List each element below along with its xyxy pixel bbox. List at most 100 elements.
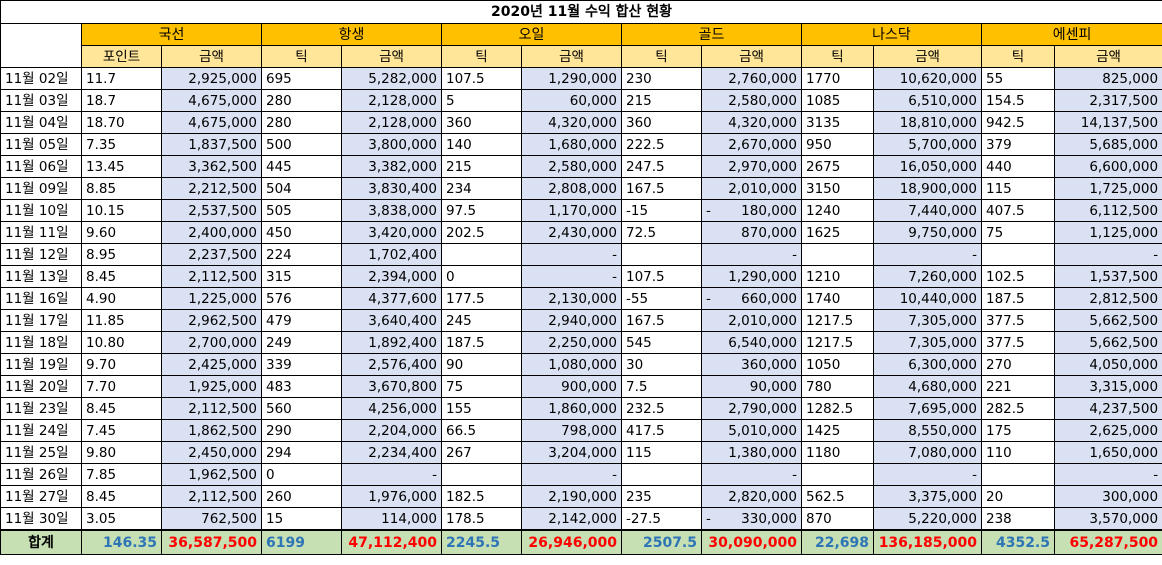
- point-cell: 66.5: [441, 419, 522, 442]
- date-cell: 11월 16일: [0, 287, 82, 310]
- point-cell: 7.45: [81, 419, 162, 442]
- amount-value: 4,256,000: [368, 400, 437, 417]
- amount-value: 2,970,000: [728, 158, 797, 175]
- amount-cell: 2,212,500: [161, 177, 262, 200]
- date-cell: 11월 27일: [0, 485, 82, 508]
- amount-value: 7,305,000: [908, 312, 977, 329]
- amount-value: 2,625,000: [1089, 422, 1159, 439]
- amount-cell: 6,112,500: [1053, 199, 1162, 222]
- total-point-cell: 2245.5: [441, 529, 522, 555]
- amount-value: 5,662,500: [1089, 312, 1159, 329]
- point-cell: 115: [981, 177, 1055, 200]
- amount-cell: 7,305,000: [873, 331, 982, 354]
- point-cell: 445: [261, 155, 342, 178]
- sub-header-row: 포인트 금액 틱 금액 틱 금액 틱 금액 틱 금액 틱 금액: [1, 45, 1162, 68]
- amount-value: 2,128,000: [368, 92, 437, 109]
- amount-value: -: [1153, 246, 1159, 263]
- amount-cell: 1,680,000: [521, 133, 622, 156]
- point-cell: 780: [801, 375, 874, 398]
- amount-value: 2,190,000: [548, 488, 617, 505]
- amount-cell: 4,256,000: [341, 397, 442, 420]
- amount-cell: 1,290,000: [701, 265, 802, 288]
- amount-cell: 825,000: [1053, 67, 1162, 90]
- date-cell: 11월 20일: [0, 375, 82, 398]
- date-cell: 11월 18일: [0, 331, 82, 354]
- amount-cell: 2,820,000: [701, 485, 802, 508]
- point-cell: 230: [621, 67, 702, 90]
- amount-cell: 7,260,000: [873, 265, 982, 288]
- amount-value: 1,225,000: [188, 290, 257, 307]
- point-cell: 1740: [801, 287, 874, 310]
- group-header: 나스닥: [801, 23, 982, 46]
- point-cell: 1625: [801, 221, 874, 244]
- amount-value: 798,000: [561, 422, 617, 439]
- table-row: 11월 30일 3.05 762,500 15 114,000 178.5 2,142,00…: [0, 507, 1162, 531]
- table-row: 11월 19일 9.70 2,425,000 339 2,576,400 90 1,080,…: [0, 353, 1162, 376]
- amount-value: 4,050,000: [1089, 356, 1159, 373]
- amount-cell: 1,125,000: [1053, 221, 1162, 244]
- amount-value: 9,750,000: [908, 224, 977, 241]
- amount-cell: 4,320,000: [521, 111, 622, 134]
- point-cell: 15: [261, 507, 342, 531]
- amount-value: 2,450,000: [188, 444, 257, 461]
- group-header-row: 국선 항생 오일 골드 나스닥 에센피: [0, 23, 1162, 68]
- amount-value: 360,000: [741, 356, 797, 373]
- point-cell: 7.85: [81, 463, 162, 486]
- point-cell: 294: [261, 441, 342, 464]
- point-cell: 2675: [801, 155, 874, 178]
- table-row: 11월 20일 7.70 1,925,000 483 3,670,800 75 900,00…: [0, 375, 1162, 398]
- amount-value: 6,300,000: [908, 356, 977, 373]
- point-cell: 224: [261, 243, 342, 266]
- point-cell: 10.15: [81, 199, 162, 222]
- table-row: 11월 03일 18.7 4,675,000 280 2,128,000 5 60,000 2…: [0, 89, 1162, 112]
- point-cell: [801, 463, 874, 486]
- point-cell: 110: [981, 441, 1055, 464]
- amount-cell: 90,000: [701, 375, 802, 398]
- amount-cell: 16,050,000: [873, 155, 982, 178]
- amount-value: 4,320,000: [728, 114, 797, 131]
- amount-value: 1,892,400: [368, 334, 437, 351]
- amount-cell: 1,860,000: [521, 397, 622, 420]
- date-cell: 11월 23일: [0, 397, 82, 420]
- amount-value: 2,962,500: [188, 312, 257, 329]
- amount-cell: 8,550,000: [873, 419, 982, 442]
- column-header: 틱: [801, 45, 874, 68]
- amount-cell: 6,540,000: [701, 331, 802, 354]
- amount-cell: 18,810,000: [873, 111, 982, 134]
- point-cell: [981, 463, 1055, 486]
- amount-cell: 2,670,000: [701, 133, 802, 156]
- amount-cell: 4,050,000: [1053, 353, 1162, 376]
- amount-value: 2,670,000: [728, 136, 797, 153]
- point-cell: -55: [621, 287, 702, 310]
- point-cell: 90: [441, 353, 522, 376]
- date-cell: 11월 24일: [0, 419, 82, 442]
- amount-cell: 5,662,500: [1053, 331, 1162, 354]
- amount-cell: 10,440,000: [873, 287, 982, 310]
- table-row: 11월 11일 9.60 2,400,000 450 3,420,000 202.5 2,4…: [0, 221, 1162, 244]
- amount-value: 900,000: [561, 378, 617, 395]
- date-cell: 11월 04일: [0, 111, 82, 134]
- amount-value: 3,830,400: [368, 180, 437, 197]
- amount-cell: 2,790,000: [701, 397, 802, 420]
- total-label: 합계: [0, 529, 82, 555]
- amount-cell: 2,625,000: [1053, 419, 1162, 442]
- amount-cell: 3,838,000: [341, 199, 442, 222]
- amount-cell: - 330,000: [701, 507, 802, 531]
- amount-value: 2,112,500: [188, 268, 257, 285]
- amount-value: 7,260,000: [908, 268, 977, 285]
- table-row: 11월 25일 9.80 2,450,000 294 2,234,400 267 3,204…: [0, 441, 1162, 464]
- amount-cell: 5,220,000: [873, 507, 982, 531]
- total-amount-cell: 36,587,500: [161, 529, 262, 555]
- amount-cell: 2,112,500: [161, 485, 262, 508]
- point-cell: 950: [801, 133, 874, 156]
- amount-value: 2,142,000: [548, 510, 617, 527]
- amount-value: 3,838,000: [368, 202, 437, 219]
- amount-cell: 2,450,000: [161, 441, 262, 464]
- amount-cell: 900,000: [521, 375, 622, 398]
- amount-value: 5,282,000: [368, 70, 437, 87]
- amount-cell: 2,142,000: [521, 507, 622, 531]
- amount-value: -: [612, 466, 617, 483]
- column-header: 틱: [621, 45, 702, 68]
- date-cell: 11월 03일: [0, 89, 82, 112]
- point-cell: 234: [441, 177, 522, 200]
